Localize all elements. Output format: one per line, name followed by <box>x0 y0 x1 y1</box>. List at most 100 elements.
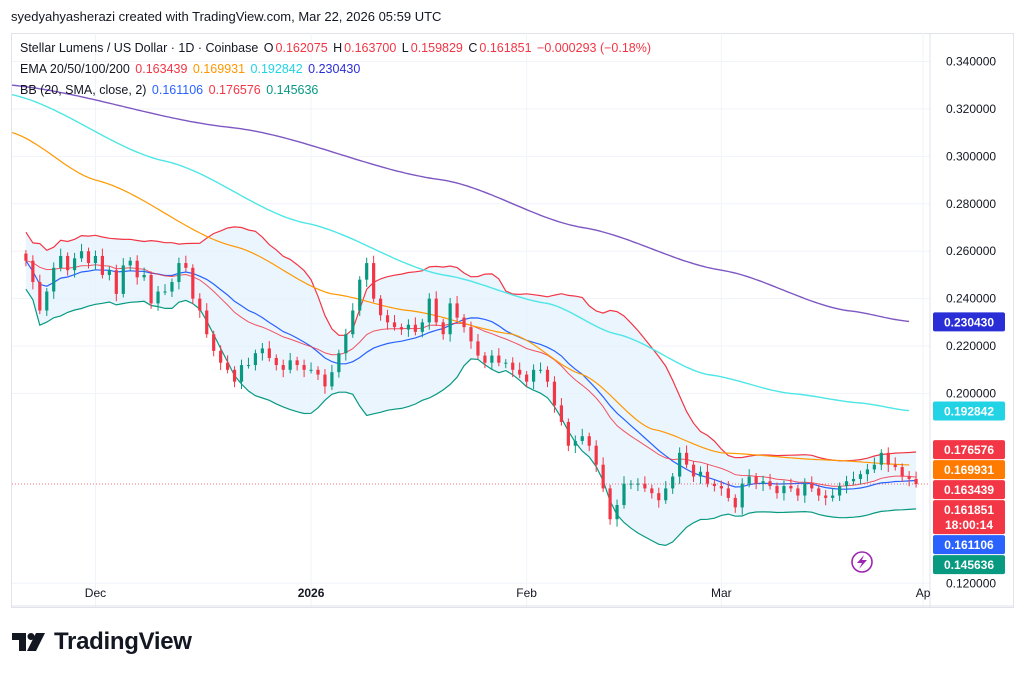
candle-body <box>274 357 278 366</box>
candle-body <box>135 260 139 278</box>
candle-body <box>678 452 682 477</box>
close-label: C <box>468 41 478 55</box>
candle-body <box>538 369 543 371</box>
price-badge-bg <box>933 312 1005 332</box>
candle-body <box>483 355 487 363</box>
candle-body <box>747 476 751 484</box>
candle-body <box>629 483 633 485</box>
candle-body <box>219 350 223 363</box>
legend-ema[interactable]: EMA 20/50/100/200 0.163439 0.169931 0.19… <box>20 62 362 76</box>
candle-body <box>754 476 758 484</box>
candle-body <box>281 365 285 370</box>
candle-body <box>573 440 577 446</box>
price-badge-bg <box>933 460 1005 480</box>
candle-body <box>615 505 619 520</box>
candle-body <box>413 324 417 332</box>
candle-body <box>191 267 195 299</box>
ema-label: EMA 20/50/100/200 <box>20 62 130 76</box>
candle-body <box>719 486 723 489</box>
candle-body <box>72 258 77 271</box>
change-value: −0.000293 (−0.18%) <box>537 41 652 55</box>
candle-body <box>844 481 849 487</box>
candle-body <box>504 362 508 364</box>
candle-body <box>552 381 557 406</box>
candle-body <box>100 255 105 275</box>
candle-body <box>302 365 306 370</box>
candle-body <box>434 298 438 323</box>
lightning-icon[interactable] <box>851 551 873 573</box>
candle-body <box>24 253 28 261</box>
candle-body <box>490 355 494 363</box>
tradingview-logo[interactable]: TradingView <box>12 628 192 656</box>
low-label: L <box>401 41 409 55</box>
candle-body <box>803 483 807 496</box>
candle-body <box>789 486 793 489</box>
candle-body <box>831 495 835 498</box>
price-badge-bg <box>933 535 1005 555</box>
candle-body <box>38 282 42 311</box>
candle-body <box>817 488 821 496</box>
candle-body <box>796 488 800 496</box>
candle-body <box>705 471 710 484</box>
candle-body <box>323 374 327 387</box>
candle-body <box>378 298 383 316</box>
candle-body <box>121 265 125 294</box>
candle-body <box>455 303 459 318</box>
y-tick-label: 0.300000 <box>946 149 996 163</box>
candlesticks <box>24 243 918 527</box>
candle-body <box>740 483 744 508</box>
price-badge-text: 0.163439 <box>944 483 994 497</box>
candle-body <box>385 315 390 323</box>
bb-basis-line <box>25 260 917 490</box>
candle-body <box>824 495 828 498</box>
price-badge: 0.192842 <box>933 401 1005 421</box>
x-tick-label: Mar <box>711 586 732 600</box>
candle-body <box>650 488 654 494</box>
candle-body <box>86 251 91 264</box>
candle-body <box>872 464 876 470</box>
candle-body <box>142 274 146 278</box>
candle-body <box>392 322 397 328</box>
x-tick-label: Ap <box>916 586 931 600</box>
candle-body <box>358 279 362 311</box>
candle-body <box>107 270 111 275</box>
candle-body <box>810 483 814 489</box>
y-tick-label: 0.320000 <box>946 102 996 116</box>
price-badge: 0.163439 <box>933 480 1005 500</box>
price-badge-bg <box>933 401 1005 421</box>
price-badge-bg <box>933 480 1005 500</box>
price-badge-bg <box>933 555 1005 575</box>
candle-body <box>114 270 118 294</box>
candle-body <box>893 464 897 468</box>
price-badge: 0.176576 <box>933 440 1005 460</box>
price-badge-text: 0.145636 <box>944 558 994 572</box>
y-tick-label: 0.340000 <box>946 54 996 68</box>
ema200-line <box>11 84 910 323</box>
candle-body <box>149 274 153 304</box>
candle-body <box>420 322 424 332</box>
candle-body <box>879 452 883 465</box>
candle-body <box>775 486 779 494</box>
low-value: 0.159829 <box>410 41 463 55</box>
candle-body <box>594 445 598 465</box>
candle-body <box>441 322 445 335</box>
candle-body <box>45 291 49 311</box>
candle-body <box>761 481 765 484</box>
candle-body <box>525 374 529 382</box>
chart-pane[interactable] <box>11 33 1014 608</box>
open-label: O <box>263 41 274 55</box>
bb-upper-value: 0.176576 <box>208 83 261 97</box>
candle-body <box>232 369 237 382</box>
candle-body <box>337 353 341 373</box>
symbol-title[interactable]: Stellar Lumens / US Dollar · 1D · Coinba… <box>20 41 259 55</box>
candle-body <box>170 282 174 292</box>
candle-body <box>664 488 668 501</box>
y-tick-label: 0.120000 <box>946 576 996 590</box>
legend-bb[interactable]: BB (20, SMA, close, 2) 0.161106 0.176576… <box>20 83 320 97</box>
candle-body <box>531 369 536 382</box>
candle-body <box>267 348 271 358</box>
price-badge-text: 0.230430 <box>944 315 994 329</box>
candle-body <box>52 267 56 292</box>
axes: 0.340000 0.320000 0.300000 0.280000 0.260000… <box>12 33 1013 607</box>
